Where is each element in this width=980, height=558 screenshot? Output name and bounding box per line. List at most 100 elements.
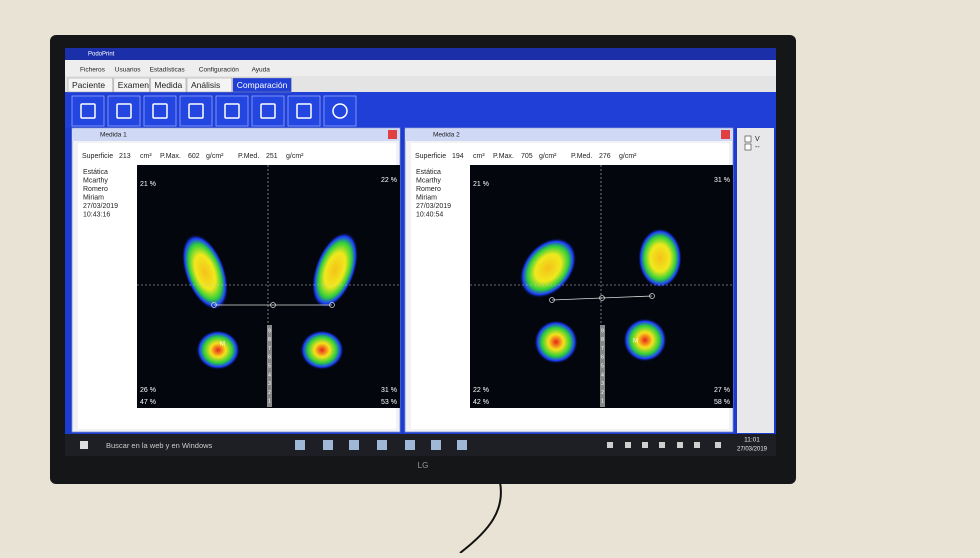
checkbox[interactable] [744,143,752,151]
toolbar-icon [296,103,312,119]
patient-info: Miriam [83,194,104,201]
taskbar-app[interactable] [457,440,467,450]
scale-label: 4 [601,372,604,378]
monitor-brand: LG [418,461,429,470]
toolbar-icon [116,103,132,119]
tab[interactable] [113,77,150,93]
tab-label: Examen [118,80,149,90]
menu-item[interactable]: Estadísticas [150,67,186,74]
toolbar-icon [188,103,204,119]
menu-item[interactable]: Ayuda [252,67,271,74]
scale-label: 6 [268,355,271,361]
tab-label: Paciente [72,80,105,90]
tray-icon [659,442,665,448]
measure-field: g/cm² [619,153,637,160]
start-button[interactable] [80,441,88,449]
patient-info: 27/03/2019 [416,203,451,210]
close-button[interactable] [721,130,730,139]
toolbar-button[interactable] [143,95,177,127]
taskbar [65,434,776,456]
toolbar-button[interactable] [179,95,213,127]
side-panel [737,128,774,433]
tray-icon [607,442,613,448]
zone-percent: 21 % [140,181,156,188]
tab[interactable] [232,77,292,93]
title-bar [65,48,776,60]
measure-field: 251 [266,153,278,160]
scale-label: 7 [601,346,604,352]
pressure-blob [638,228,682,288]
taskbar-app[interactable] [323,440,333,450]
menu-item[interactable]: Configuración [199,67,239,74]
taskbar-app[interactable] [349,440,359,450]
menu-bar [65,60,776,76]
close-button[interactable] [388,130,397,139]
tray-icon [715,442,721,448]
taskbar-app[interactable] [405,440,415,450]
app-title: PodoPrint [88,52,115,58]
panel-title: Medida 2 [433,132,460,139]
scale-label: 2 [268,390,271,396]
scale-bar [267,325,272,407]
zone-percent: 22 % [473,387,489,394]
tray-icon [642,442,648,448]
balance-line [551,295,653,301]
scale-label: 3 [601,381,604,387]
patient-info: Estática [83,169,108,176]
measure-field: P.Max. [493,153,514,160]
zone-percent: 26 % [140,387,156,394]
balance-point [649,293,655,299]
scale-label: 4 [268,372,271,378]
taskbar-icons [295,440,721,450]
tab-label: Medida [154,80,182,90]
toolbar-button[interactable] [107,95,141,127]
measure-field: g/cm² [539,153,557,160]
toolbar-button[interactable] [71,95,105,127]
tab[interactable] [67,77,114,93]
tray-icon [694,442,700,448]
measure-field: Superficie [82,153,113,160]
patient-info: Mcarthy [416,177,441,184]
panel-title-bar [405,129,733,141]
side-label: -- [755,144,760,151]
scale-label: 8 [268,337,271,343]
pressure-blob [623,318,667,362]
taskbar-app[interactable] [295,440,305,450]
taskbar-app[interactable] [431,440,441,450]
heel-marker: M [633,339,638,345]
scale-label: 5 [268,364,271,370]
search-box[interactable]: Buscar en la web y en Windows [106,441,213,450]
patient-info: 10:40:54 [416,211,443,218]
cable [459,481,502,554]
toolbar-icon [80,103,96,119]
measure-field: cm² [140,153,152,160]
scale-label: 2 [601,390,604,396]
tab[interactable] [186,77,233,93]
tab-label: Análisis [191,80,220,90]
toolbar-button[interactable] [323,95,357,127]
measure-field: 213 [119,153,131,160]
toolbar-button[interactable] [215,95,249,127]
pressure-blob [534,320,578,364]
taskbar-app[interactable] [377,440,387,450]
patient-info: 27/03/2019 [83,203,118,210]
measure-field: P.Med. [571,153,592,160]
toolbar-button[interactable] [287,95,321,127]
menu-item[interactable]: Ficheros [80,67,106,74]
measure-field: cm² [473,153,485,160]
toolbar-button[interactable] [251,95,285,127]
tab[interactable] [150,77,187,93]
pressure-blob [519,237,577,299]
checkbox[interactable] [744,135,752,143]
panel-title-bar [72,129,400,141]
zone-percent: 42 % [473,399,489,406]
scale-label: 9 [268,328,271,334]
zone-percent: 47 % [140,399,156,406]
tab-label: Comparación [237,80,288,90]
menu-item[interactable]: Usuarios [115,67,141,74]
measure-field: 276 [599,153,611,160]
toolbar-icon [224,103,240,119]
panel-title: Medida 1 [100,132,127,139]
